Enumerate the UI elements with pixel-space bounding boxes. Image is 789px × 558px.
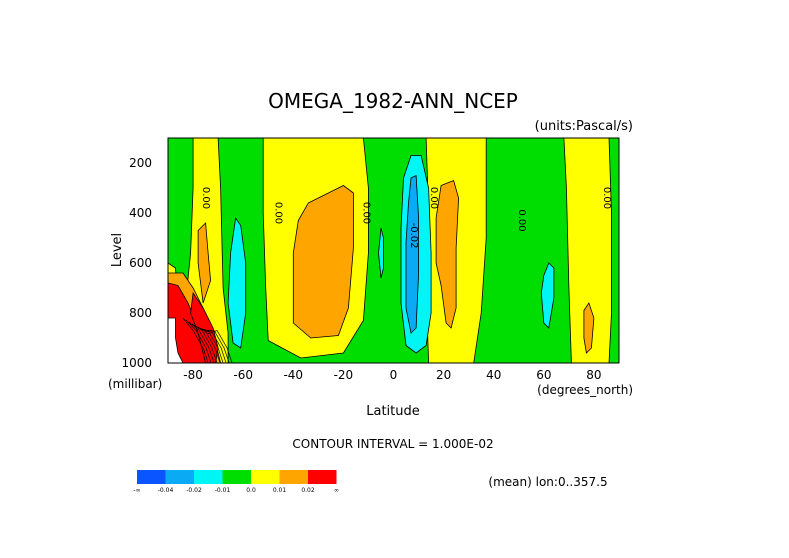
colorbar-swatch xyxy=(251,470,280,484)
contour-label: 0.00 xyxy=(273,202,284,224)
contour-label: -0.02 xyxy=(408,223,419,249)
x-unit-label: (degrees_north) xyxy=(537,383,633,397)
dense-contour-line xyxy=(182,317,209,363)
orange-region-south-polar-upper xyxy=(197,222,212,304)
topography-mask xyxy=(168,317,184,363)
orange-region-southern-subtropics xyxy=(292,185,354,339)
contour-label: 0.00 xyxy=(360,202,371,224)
units-label: (units:Pascal/s) xyxy=(535,119,633,134)
cyan-region-southern-midlatitude xyxy=(227,216,247,349)
dense-contour-line xyxy=(188,321,215,363)
y-tick-label: 1000 xyxy=(121,356,152,370)
chart-title: OMEGA_1982-ANN_NCEP xyxy=(268,89,518,113)
colorbar-swatch xyxy=(194,470,223,484)
colorbar-swatch xyxy=(137,470,166,484)
colorbar-swatch xyxy=(308,470,337,484)
colorbar-label: -0.01 xyxy=(215,487,231,494)
colorbar-label: 0.01 xyxy=(273,487,287,494)
x-tick-label: 40 xyxy=(486,368,501,382)
dense-contour-line xyxy=(198,327,224,363)
contour-labels: 0.00 0.00 0.00 0.00 0.00 0.00 -0.02 xyxy=(200,187,612,249)
colorbar-swatch xyxy=(279,470,308,484)
dense-contour-lines xyxy=(182,317,233,363)
y-unit-label: (millibar) xyxy=(108,377,162,391)
y-axis-label: Level xyxy=(110,233,125,267)
contour-label: 0.00 xyxy=(428,187,439,209)
x-tick-label: -40 xyxy=(283,368,303,382)
y-axis-ticks: 200 400 600 800 1000 xyxy=(121,156,152,370)
cyan-sliver-near-equator xyxy=(378,227,384,279)
red-region-antarctic-slope xyxy=(190,291,219,363)
colorbar-label: -0.04 xyxy=(158,487,174,494)
orange-region-northern-subtropics xyxy=(435,179,460,329)
x-tick-label: 0 xyxy=(390,368,398,382)
x-tick-label: -20 xyxy=(334,368,354,382)
x-tick-label: -80 xyxy=(183,368,203,382)
plot-frame xyxy=(167,137,620,364)
x-axis-ticks: -80 -60 -40 -20 0 20 40 60 80 xyxy=(183,368,601,382)
x-tick-label: 80 xyxy=(586,368,601,382)
colorbar-label: 0.02 xyxy=(301,487,315,494)
colorbar-label: 0.0 xyxy=(246,487,256,494)
contour-label: 0.00 xyxy=(601,187,612,209)
colorbar-swatch xyxy=(222,470,251,484)
contour-interval-text: CONTOUR INTERVAL = 1.000E-02 xyxy=(292,437,493,451)
colorbar-swatch xyxy=(165,470,194,484)
cyan-region-northern-midlatitude xyxy=(540,262,555,329)
y-tick-label: 400 xyxy=(129,206,152,220)
colorbar-label: -0.02 xyxy=(186,487,202,494)
mean-text: (mean) lon:0..357.5 xyxy=(488,475,607,489)
x-tick-label: 60 xyxy=(536,368,551,382)
plot-area xyxy=(168,138,619,363)
dense-contour-line xyxy=(201,329,227,363)
contour-label: 0.00 xyxy=(516,209,527,231)
dense-contour-line xyxy=(185,319,212,363)
y-tick-label: 200 xyxy=(129,156,152,170)
dense-contour-line xyxy=(206,330,233,363)
yellow-band-north-polar xyxy=(563,138,612,363)
colorbar-label: -∞ xyxy=(133,487,140,494)
colorbar-label: ∞ xyxy=(334,487,339,494)
colorbar: -∞ -0.04 -0.02 -0.01 0.0 0.01 0.02 ∞ xyxy=(133,470,339,494)
y-tick-label: 800 xyxy=(129,306,152,320)
blue-region-equatorial xyxy=(405,174,419,334)
y-tick-label: 600 xyxy=(129,256,152,270)
dense-contour-line xyxy=(204,330,230,363)
x-axis-label: Latitude xyxy=(366,404,420,419)
orange-region-north-polar xyxy=(583,302,595,354)
contour-label: 0.00 xyxy=(200,187,211,209)
x-tick-label: -60 xyxy=(233,368,253,382)
x-tick-label: 20 xyxy=(436,368,451,382)
